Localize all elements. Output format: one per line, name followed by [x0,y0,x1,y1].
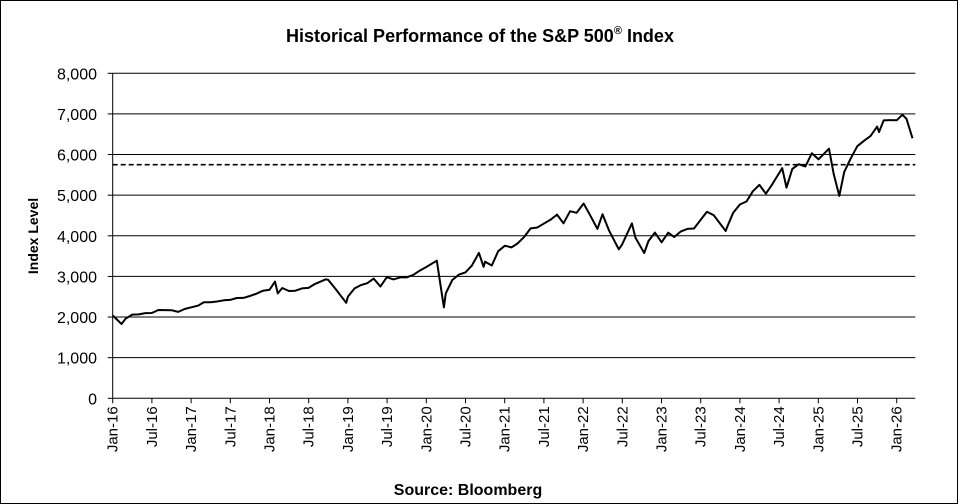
x-tick-label: Jan-19 [340,406,357,452]
title-superscript: ® [614,25,622,37]
y-tick-label: 5,000 [57,188,97,205]
y-tick-label: 3,000 [57,269,97,286]
x-tick-label: Jul-22 [614,406,631,447]
y-tick-label: 2,000 [57,310,97,327]
x-tick-label: Jan-22 [575,406,592,452]
x-tick-label: Jan-21 [497,406,514,452]
x-tick-label: Jul-20 [458,406,475,447]
x-tick-label: Jul-19 [379,406,396,447]
x-tick-label: Jul-18 [301,406,318,447]
y-tick-label: 6,000 [57,148,97,165]
y-tick-label: 1,000 [57,351,97,368]
y-tick-label: 7,000 [57,107,97,124]
x-tick-label: Jul-24 [771,406,788,447]
x-tick-label: Jan-18 [262,406,279,452]
title-suffix: Index [622,26,674,46]
source-note: Source: Bloomberg [394,482,542,499]
y-tick-label: 4,000 [57,229,97,246]
y-axis-ticks: 0 1,000 2,000 3,000 4,000 5,000 6,000 7,000 8,00… [57,66,113,408]
x-tick-label: Jul-17 [222,406,239,447]
chart-title: Historical Performance of the S&P 500® I… [286,25,674,46]
x-tick-label: Jul-16 [144,406,161,447]
x-tick-label: Jan-25 [810,406,827,452]
x-tick-label: Jan-16 [105,406,122,452]
x-tick-label: Jan-23 [654,406,671,452]
y-tick-label: 8,000 [57,66,97,83]
x-tick-label: Jan-24 [732,406,749,452]
y-tick-label: 0 [88,391,97,408]
series-line [112,113,914,325]
x-tick-label: Jan-20 [418,406,435,452]
y-axis-label: Index Level [25,198,41,274]
x-axis-ticks: Jan-16 Jul-16 Jan-17 Jul-17 Jan-18 Jul-18 Jan-… [105,398,906,452]
x-tick-label: Jul-25 [850,406,867,447]
x-tick-label: Jan-26 [889,406,906,452]
x-tick-label: Jul-21 [536,406,553,447]
gridlines [112,72,916,359]
x-tick-label: Jan-17 [183,406,200,452]
title-main: Historical Performance of the S&P 500 [286,26,614,46]
x-tick-label: Jul-23 [693,406,710,447]
